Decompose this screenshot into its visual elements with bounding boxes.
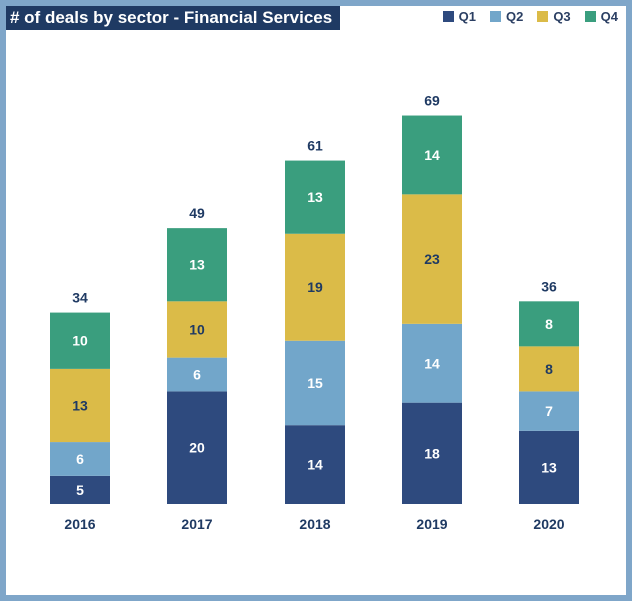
legend-label-q4: Q4 xyxy=(600,9,618,24)
data-label-q4-2020: 8 xyxy=(545,316,553,332)
category-label-2016: 2016 xyxy=(64,516,95,532)
data-label-q1-2017: 20 xyxy=(189,440,205,456)
data-label-q3-2019: 23 xyxy=(424,251,440,267)
category-label-2018: 2018 xyxy=(299,516,330,532)
data-label-q3-2017: 10 xyxy=(189,321,205,337)
bar-segment-q4-2016 xyxy=(50,312,110,369)
data-label-q1-2020: 13 xyxy=(541,459,557,475)
bar-segment-q1-2020 xyxy=(519,430,579,504)
chart-title: # of deals by sector - Financial Service… xyxy=(6,6,341,30)
bar-segment-q1-2018 xyxy=(285,425,345,504)
legend-item-q2: Q2 xyxy=(489,9,524,24)
data-label-q3-2018: 19 xyxy=(307,279,323,295)
legend-label-q2: Q2 xyxy=(505,9,524,24)
data-label-q1-2018: 14 xyxy=(307,457,323,473)
total-label-2019: 69 xyxy=(424,93,440,109)
legend-swatch-q2 xyxy=(489,11,501,22)
bar-segment-q4-2017 xyxy=(167,228,227,302)
data-label-q2-2019: 14 xyxy=(424,355,440,371)
bar-segment-q1-2019 xyxy=(402,402,462,504)
bar-segment-q4-2019 xyxy=(402,115,462,195)
total-label-2018: 61 xyxy=(307,138,323,154)
data-label-q3-2016: 13 xyxy=(72,397,88,413)
data-label-q2-2017: 6 xyxy=(193,367,201,383)
data-label-q4-2016: 10 xyxy=(72,333,88,349)
data-label-q4-2018: 13 xyxy=(307,189,323,205)
data-label-q4-2017: 13 xyxy=(189,257,205,273)
data-label-q2-2020: 7 xyxy=(545,403,553,419)
category-label-2020: 2020 xyxy=(533,516,564,532)
data-label-q2-2016: 6 xyxy=(76,451,84,467)
total-label-2017: 49 xyxy=(189,205,205,221)
bar-segment-q3-2016 xyxy=(50,368,110,443)
data-label-q1-2019: 18 xyxy=(424,445,440,461)
bar-segment-q3-2020 xyxy=(519,346,579,392)
bar-segment-q2-2017 xyxy=(167,357,227,392)
data-label-q3-2020: 8 xyxy=(545,361,553,377)
category-label-2017: 2017 xyxy=(181,516,212,532)
bar-segment-q3-2019 xyxy=(402,194,462,324)
data-label-q4-2019: 14 xyxy=(424,147,440,163)
bar-segment-q1-2017 xyxy=(167,391,227,504)
bar-segment-q2-2019 xyxy=(402,323,462,403)
legend-swatch-q3 xyxy=(537,11,549,22)
legend-item-q1: Q1 xyxy=(442,9,476,24)
legend-item-q4: Q4 xyxy=(584,9,618,24)
chart-legend: Q1 Q2 Q3 Q4 xyxy=(442,9,618,24)
legend-item-q3: Q3 xyxy=(537,9,571,24)
bar-segment-q3-2017 xyxy=(167,301,227,358)
legend-swatch-q1 xyxy=(442,11,454,22)
legend-label-q1: Q1 xyxy=(458,9,476,24)
bar-segment-q1-2016 xyxy=(50,475,110,504)
bar-segment-q2-2018 xyxy=(285,340,345,426)
legend-label-q3: Q3 xyxy=(553,9,571,24)
total-label-2020: 36 xyxy=(541,278,557,294)
category-label-2019: 2019 xyxy=(416,516,447,532)
data-label-q2-2018: 15 xyxy=(307,375,323,391)
bar-segment-q4-2020 xyxy=(519,301,579,347)
bar-segment-q3-2018 xyxy=(285,233,345,341)
bar-segment-q2-2016 xyxy=(50,442,110,476)
bar-segment-q4-2018 xyxy=(285,160,345,234)
legend-swatch-q4 xyxy=(584,11,596,22)
total-label-2016: 34 xyxy=(72,290,88,306)
bar-segment-q2-2020 xyxy=(519,391,579,431)
data-label-q1-2016: 5 xyxy=(76,482,84,498)
